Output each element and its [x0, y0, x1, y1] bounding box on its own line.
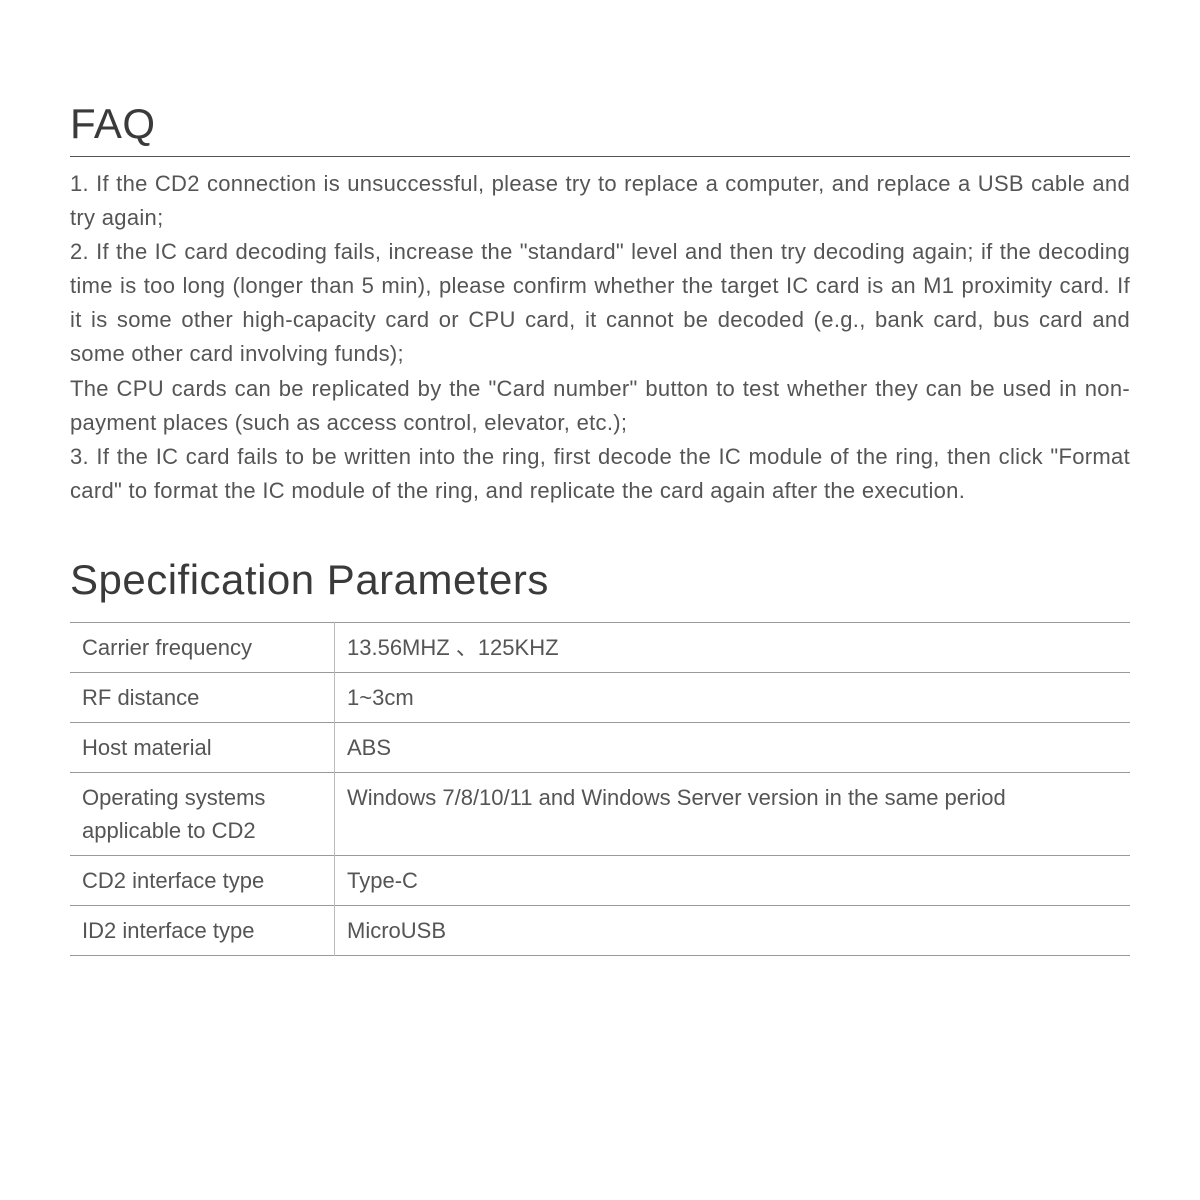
- spec-label: Host material: [70, 722, 335, 772]
- table-row: RF distance 1~3cm: [70, 672, 1130, 722]
- spec-label: RF distance: [70, 672, 335, 722]
- spec-value: Type-C: [335, 855, 1131, 905]
- spec-value: MicroUSB: [335, 905, 1131, 955]
- faq-item: 1. If the CD2 connection is unsuccessful…: [70, 167, 1130, 235]
- spec-label: Operating systems applicable to CD2: [70, 772, 335, 855]
- table-row: CD2 interface type Type-C: [70, 855, 1130, 905]
- spec-label: Carrier frequency: [70, 622, 335, 672]
- table-row: Operating systems applicable to CD2 Wind…: [70, 772, 1130, 855]
- document-page: FAQ 1. If the CD2 connection is unsucces…: [0, 0, 1200, 956]
- spec-value: 1~3cm: [335, 672, 1131, 722]
- table-row: Carrier frequency 13.56MHZ 、125KHZ: [70, 622, 1130, 672]
- faq-body: 1. If the CD2 connection is unsuccessful…: [70, 167, 1130, 508]
- table-row: Host material ABS: [70, 722, 1130, 772]
- spec-value: 13.56MHZ 、125KHZ: [335, 622, 1131, 672]
- spec-value: Windows 7/8/10/11 and Windows Server ver…: [335, 772, 1131, 855]
- spec-label: CD2 interface type: [70, 855, 335, 905]
- spec-table: Carrier frequency 13.56MHZ 、125KHZ RF di…: [70, 622, 1130, 956]
- table-row: ID2 interface type MicroUSB: [70, 905, 1130, 955]
- spec-label: ID2 interface type: [70, 905, 335, 955]
- faq-title: FAQ: [70, 100, 1130, 157]
- spec-value: ABS: [335, 722, 1131, 772]
- faq-item: 3. If the IC card fails to be written in…: [70, 440, 1130, 508]
- spec-title: Specification Parameters: [70, 556, 1130, 612]
- faq-item: The CPU cards can be replicated by the "…: [70, 372, 1130, 440]
- faq-item: 2. If the IC card decoding fails, increa…: [70, 235, 1130, 371]
